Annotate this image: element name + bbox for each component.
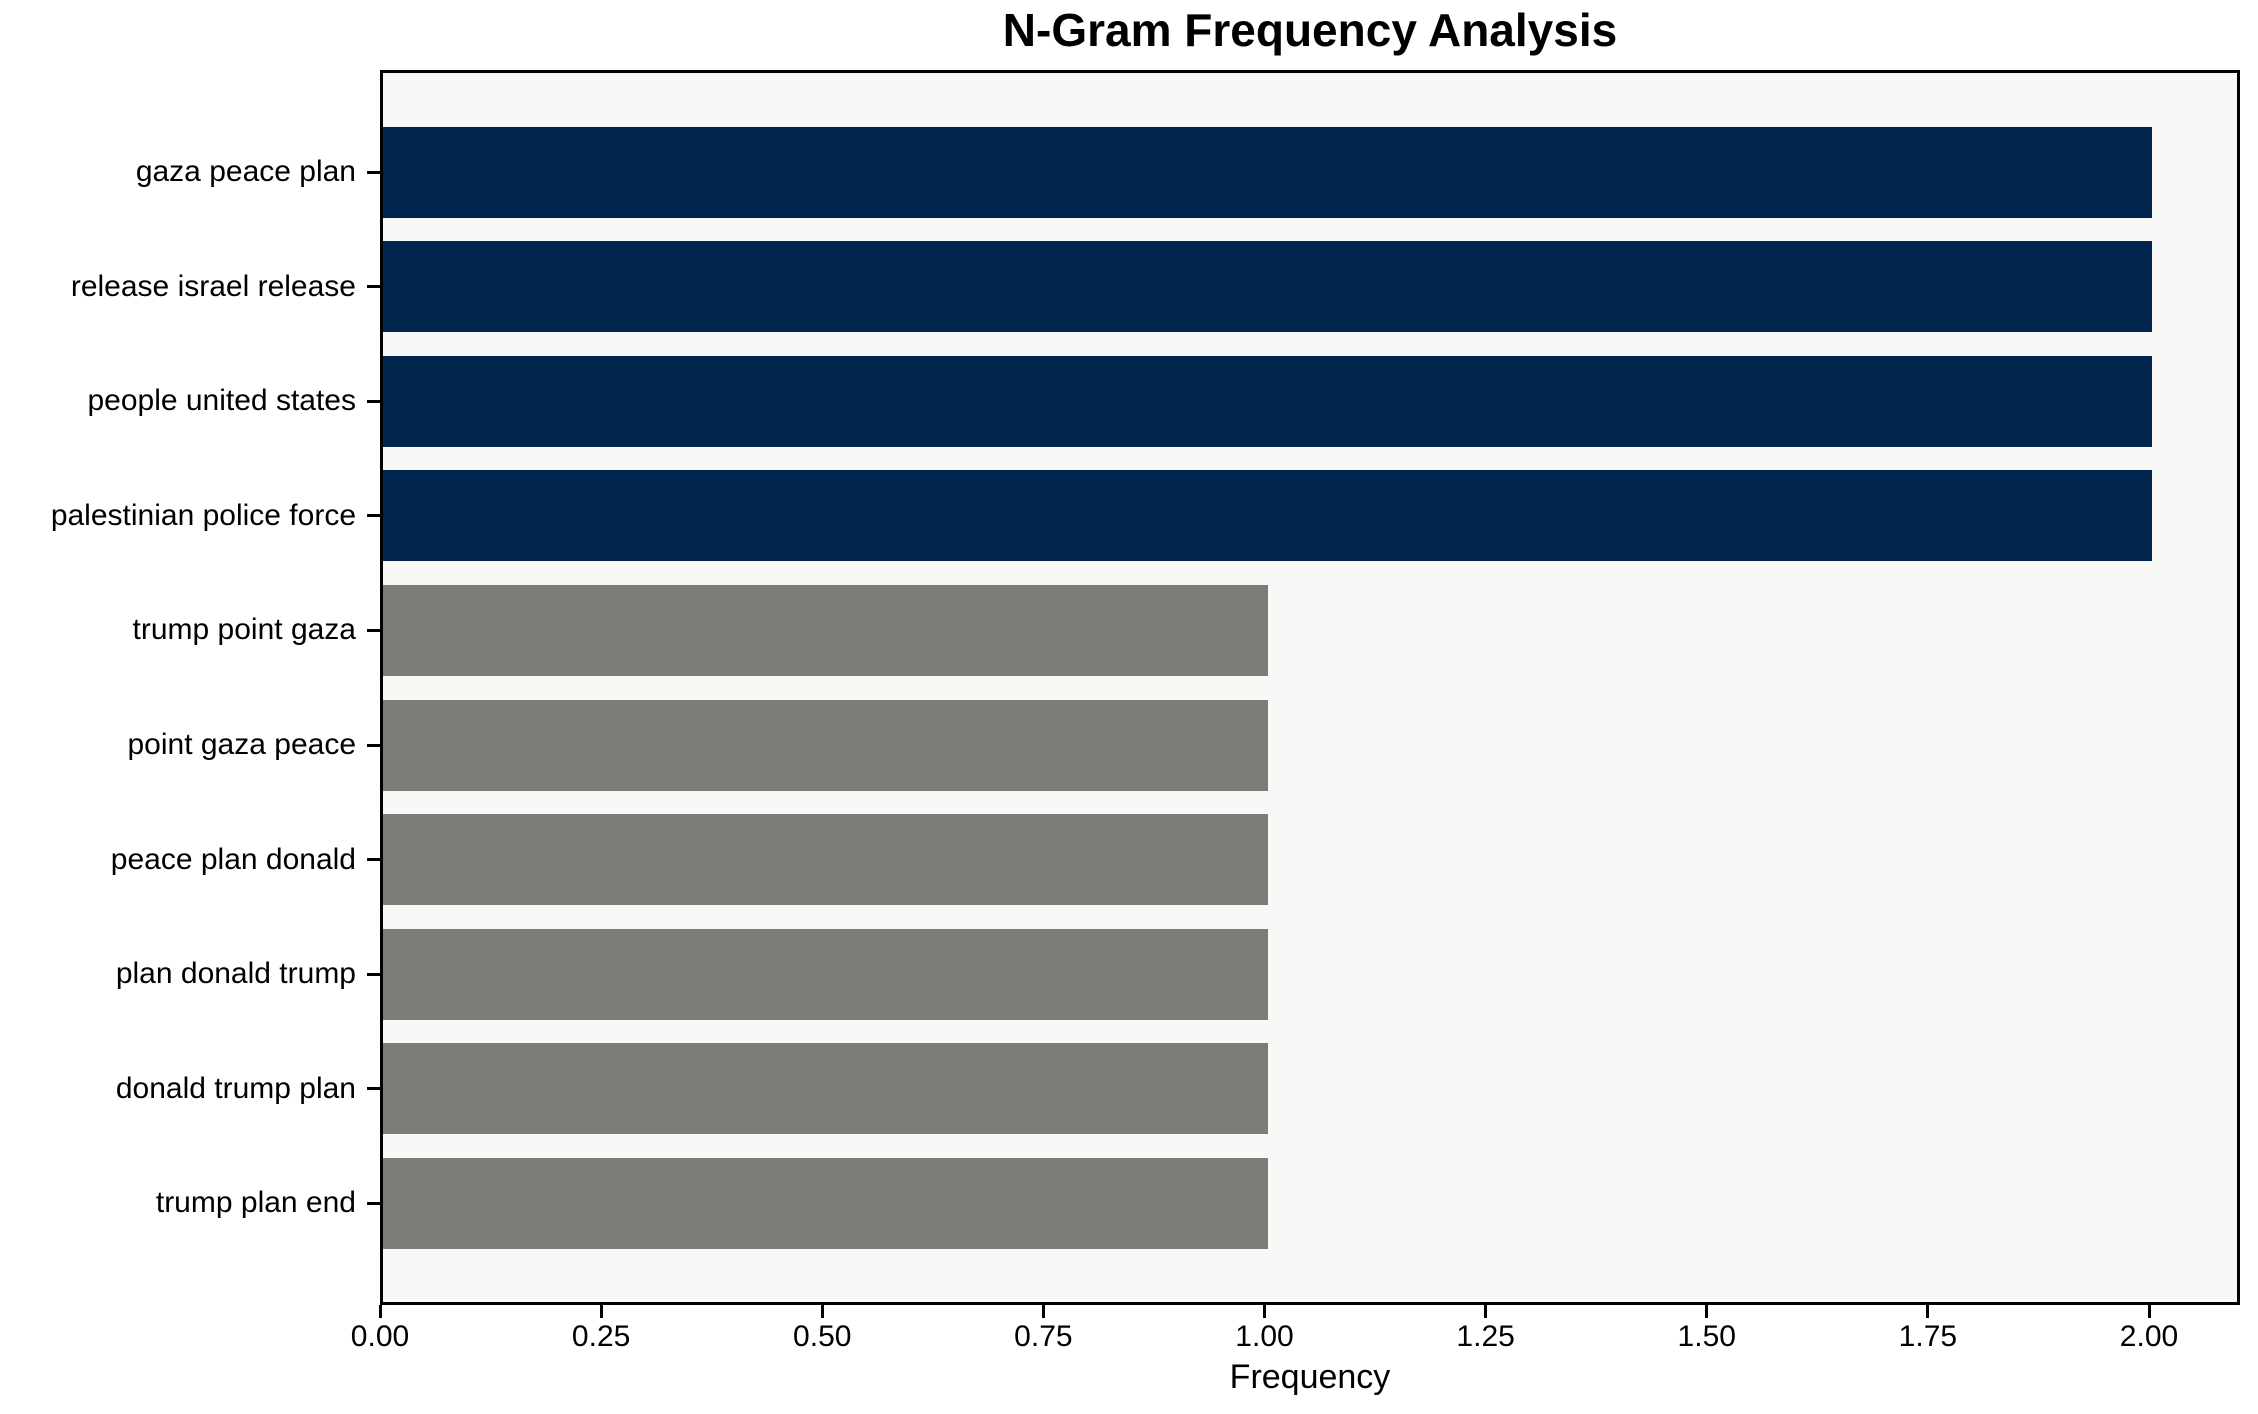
y-tick-label: people united states xyxy=(87,384,356,418)
y-tick-label: trump plan end xyxy=(155,1186,356,1220)
y-tick-mark xyxy=(367,514,380,518)
x-tick-mark xyxy=(599,1305,603,1318)
x-tick-mark xyxy=(1926,1305,1930,1318)
y-tick-mark xyxy=(367,399,380,403)
y-tick-label: gaza peace plan xyxy=(135,155,356,188)
x-axis-label: Frequency xyxy=(1229,1358,1391,1396)
x-tick-mark xyxy=(1263,1305,1266,1318)
y-tick-mark xyxy=(367,743,380,747)
x-tick-mark xyxy=(1705,1305,1709,1318)
bar xyxy=(383,1157,1268,1249)
y-tick-mark xyxy=(367,628,380,632)
x-tick-label: 1.75 xyxy=(1898,1320,1958,1353)
x-tick-mark xyxy=(1041,1305,1045,1318)
y-tick-label: donald trump plan xyxy=(115,1071,356,1105)
x-tick-label: 0.50 xyxy=(793,1320,852,1353)
x-tick-label: 0.75 xyxy=(1014,1320,1073,1353)
x-tick-label: 1.25 xyxy=(1456,1320,1515,1353)
y-tick-mark xyxy=(367,858,380,862)
bar xyxy=(383,241,2152,333)
x-tick-mark xyxy=(820,1305,824,1318)
bar xyxy=(383,1043,1268,1135)
y-tick-label: trump point gaza xyxy=(132,613,356,647)
bar xyxy=(383,126,2152,218)
y-tick-mark xyxy=(367,1087,380,1091)
y-tick-mark xyxy=(367,1201,380,1205)
bar xyxy=(383,355,2152,447)
x-tick-label: 0.00 xyxy=(350,1320,410,1353)
x-tick-label: 1.00 xyxy=(1235,1320,1294,1353)
y-tick-label: plan donald trump xyxy=(115,957,356,991)
bar xyxy=(383,470,2152,562)
chart-title: N-Gram Frequency Analysis xyxy=(1002,4,1618,56)
x-tick-mark xyxy=(1484,1305,1488,1318)
y-tick-mark xyxy=(367,285,380,289)
x-tick-label: 2.00 xyxy=(2119,1320,2179,1353)
bar xyxy=(383,814,1268,906)
x-tick-label: 1.50 xyxy=(1677,1320,1736,1353)
y-tick-mark xyxy=(367,972,380,976)
x-tick-mark xyxy=(378,1305,382,1318)
y-tick-label: release israel release xyxy=(70,269,356,303)
bar xyxy=(383,584,1268,676)
x-tick-mark xyxy=(2147,1305,2151,1318)
y-tick-mark xyxy=(367,170,380,174)
x-tick-label: 0.25 xyxy=(571,1320,631,1353)
bar xyxy=(383,928,1268,1020)
plot-area xyxy=(380,70,2240,1305)
bar xyxy=(383,699,1268,791)
y-tick-label: peace plan donald xyxy=(110,842,356,876)
y-tick-label: palestinian police force xyxy=(50,498,356,532)
y-tick-label: point gaza peace xyxy=(127,728,356,761)
